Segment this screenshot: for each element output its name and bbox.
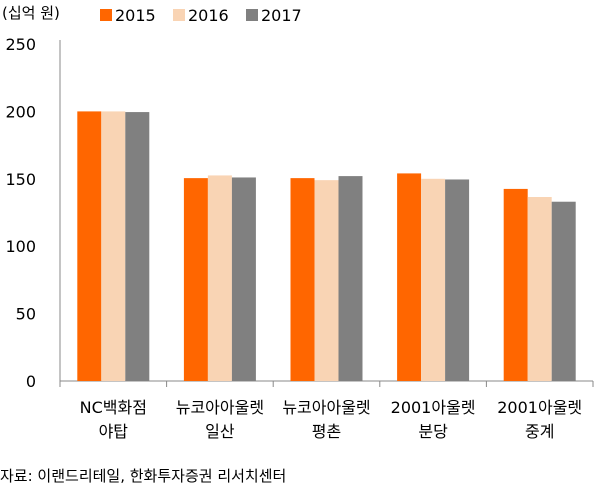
bar-2017 xyxy=(125,112,150,381)
legend-swatch-2016 xyxy=(173,9,185,21)
y-tick-label: 100 xyxy=(5,237,36,256)
x-tick-label: 뉴코아아울렛 xyxy=(176,398,264,417)
source-note: 자료: 이랜드리테일, 한화투자증권 리서치센터 xyxy=(0,467,286,485)
legend-label-2016: 2016 xyxy=(188,6,229,25)
x-tick-label: 평촌 xyxy=(312,422,341,441)
y-tick-label: 150 xyxy=(5,170,36,189)
bar-2015 xyxy=(77,111,102,382)
y-tick-label: 200 xyxy=(5,102,36,121)
bar-2016 xyxy=(101,111,126,382)
bar-2015 xyxy=(290,178,315,381)
bar-2016 xyxy=(314,180,339,381)
legend-label-2015: 2015 xyxy=(115,6,156,25)
bar-2017 xyxy=(231,177,256,381)
x-tick-label: 2001아울렛 xyxy=(497,398,582,417)
y-tick-label: 250 xyxy=(5,35,36,54)
legend-label-2017: 2017 xyxy=(261,6,302,25)
bar-2016 xyxy=(527,196,552,381)
bar-2015 xyxy=(183,178,208,381)
unit-label: (십억 원) xyxy=(2,4,60,22)
bar-2017 xyxy=(338,176,363,381)
x-tick-label: 일산 xyxy=(205,422,235,441)
legend-swatch-2017 xyxy=(246,9,258,21)
bar-2017 xyxy=(445,179,470,381)
y-tick-label: 50 xyxy=(16,305,36,324)
x-tick-label: NC백화점 xyxy=(80,398,147,417)
bar-2016 xyxy=(207,175,232,381)
legend-swatch-2015 xyxy=(100,9,112,21)
bar-2015 xyxy=(503,188,528,381)
x-tick-label: 야탑 xyxy=(99,422,129,441)
x-tick-label: 분당 xyxy=(418,422,448,441)
y-tick-label: 0 xyxy=(26,372,36,391)
bar-2016 xyxy=(421,178,446,381)
bar-2015 xyxy=(397,173,422,381)
x-tick-label: 뉴코아아울렛 xyxy=(282,398,370,417)
bar-2017 xyxy=(551,201,576,381)
x-tick-label: 2001아울렛 xyxy=(391,398,476,417)
x-tick-label: 중계 xyxy=(525,422,554,441)
